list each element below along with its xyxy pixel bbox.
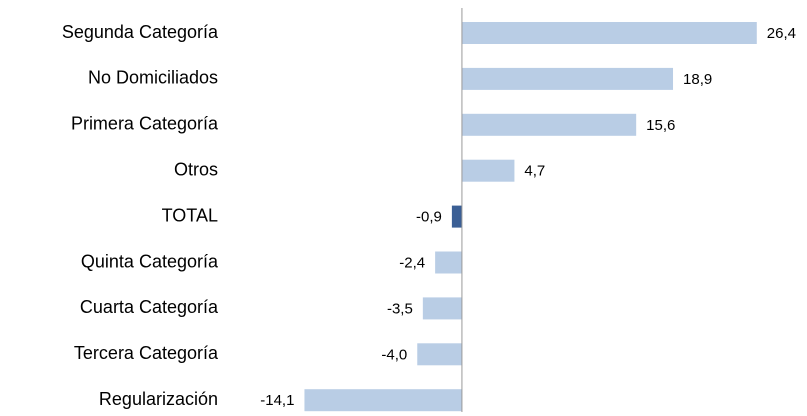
bar [461,67,674,90]
category-label: Cuarta Categoría [80,297,219,317]
value-label: -2,4 [399,254,425,271]
bar [461,159,515,182]
value-label: 4,7 [524,163,545,180]
value-label: -0,9 [416,209,442,226]
category-label: Primera Categoría [71,114,219,134]
bar [451,205,462,228]
value-label: -14,1 [260,392,294,409]
bar [435,251,462,274]
category-label: Otros [174,159,218,179]
bar [417,343,462,366]
bar [304,389,462,412]
value-label: -3,5 [387,300,413,317]
category-label: Segunda Categoría [62,22,219,42]
category-label: Tercera Categoría [74,343,219,363]
category-label: Regularización [99,389,218,409]
category-label: No Domiciliados [88,68,218,88]
value-label: 26,4 [767,25,796,42]
value-label: 15,6 [646,117,675,134]
bar [422,297,462,320]
value-label: -4,0 [381,346,407,363]
category-label: TOTAL [162,205,218,225]
category-label: Quinta Categoría [81,251,219,271]
value-label: 18,9 [683,71,712,88]
bar [461,22,757,44]
bar [461,113,637,136]
